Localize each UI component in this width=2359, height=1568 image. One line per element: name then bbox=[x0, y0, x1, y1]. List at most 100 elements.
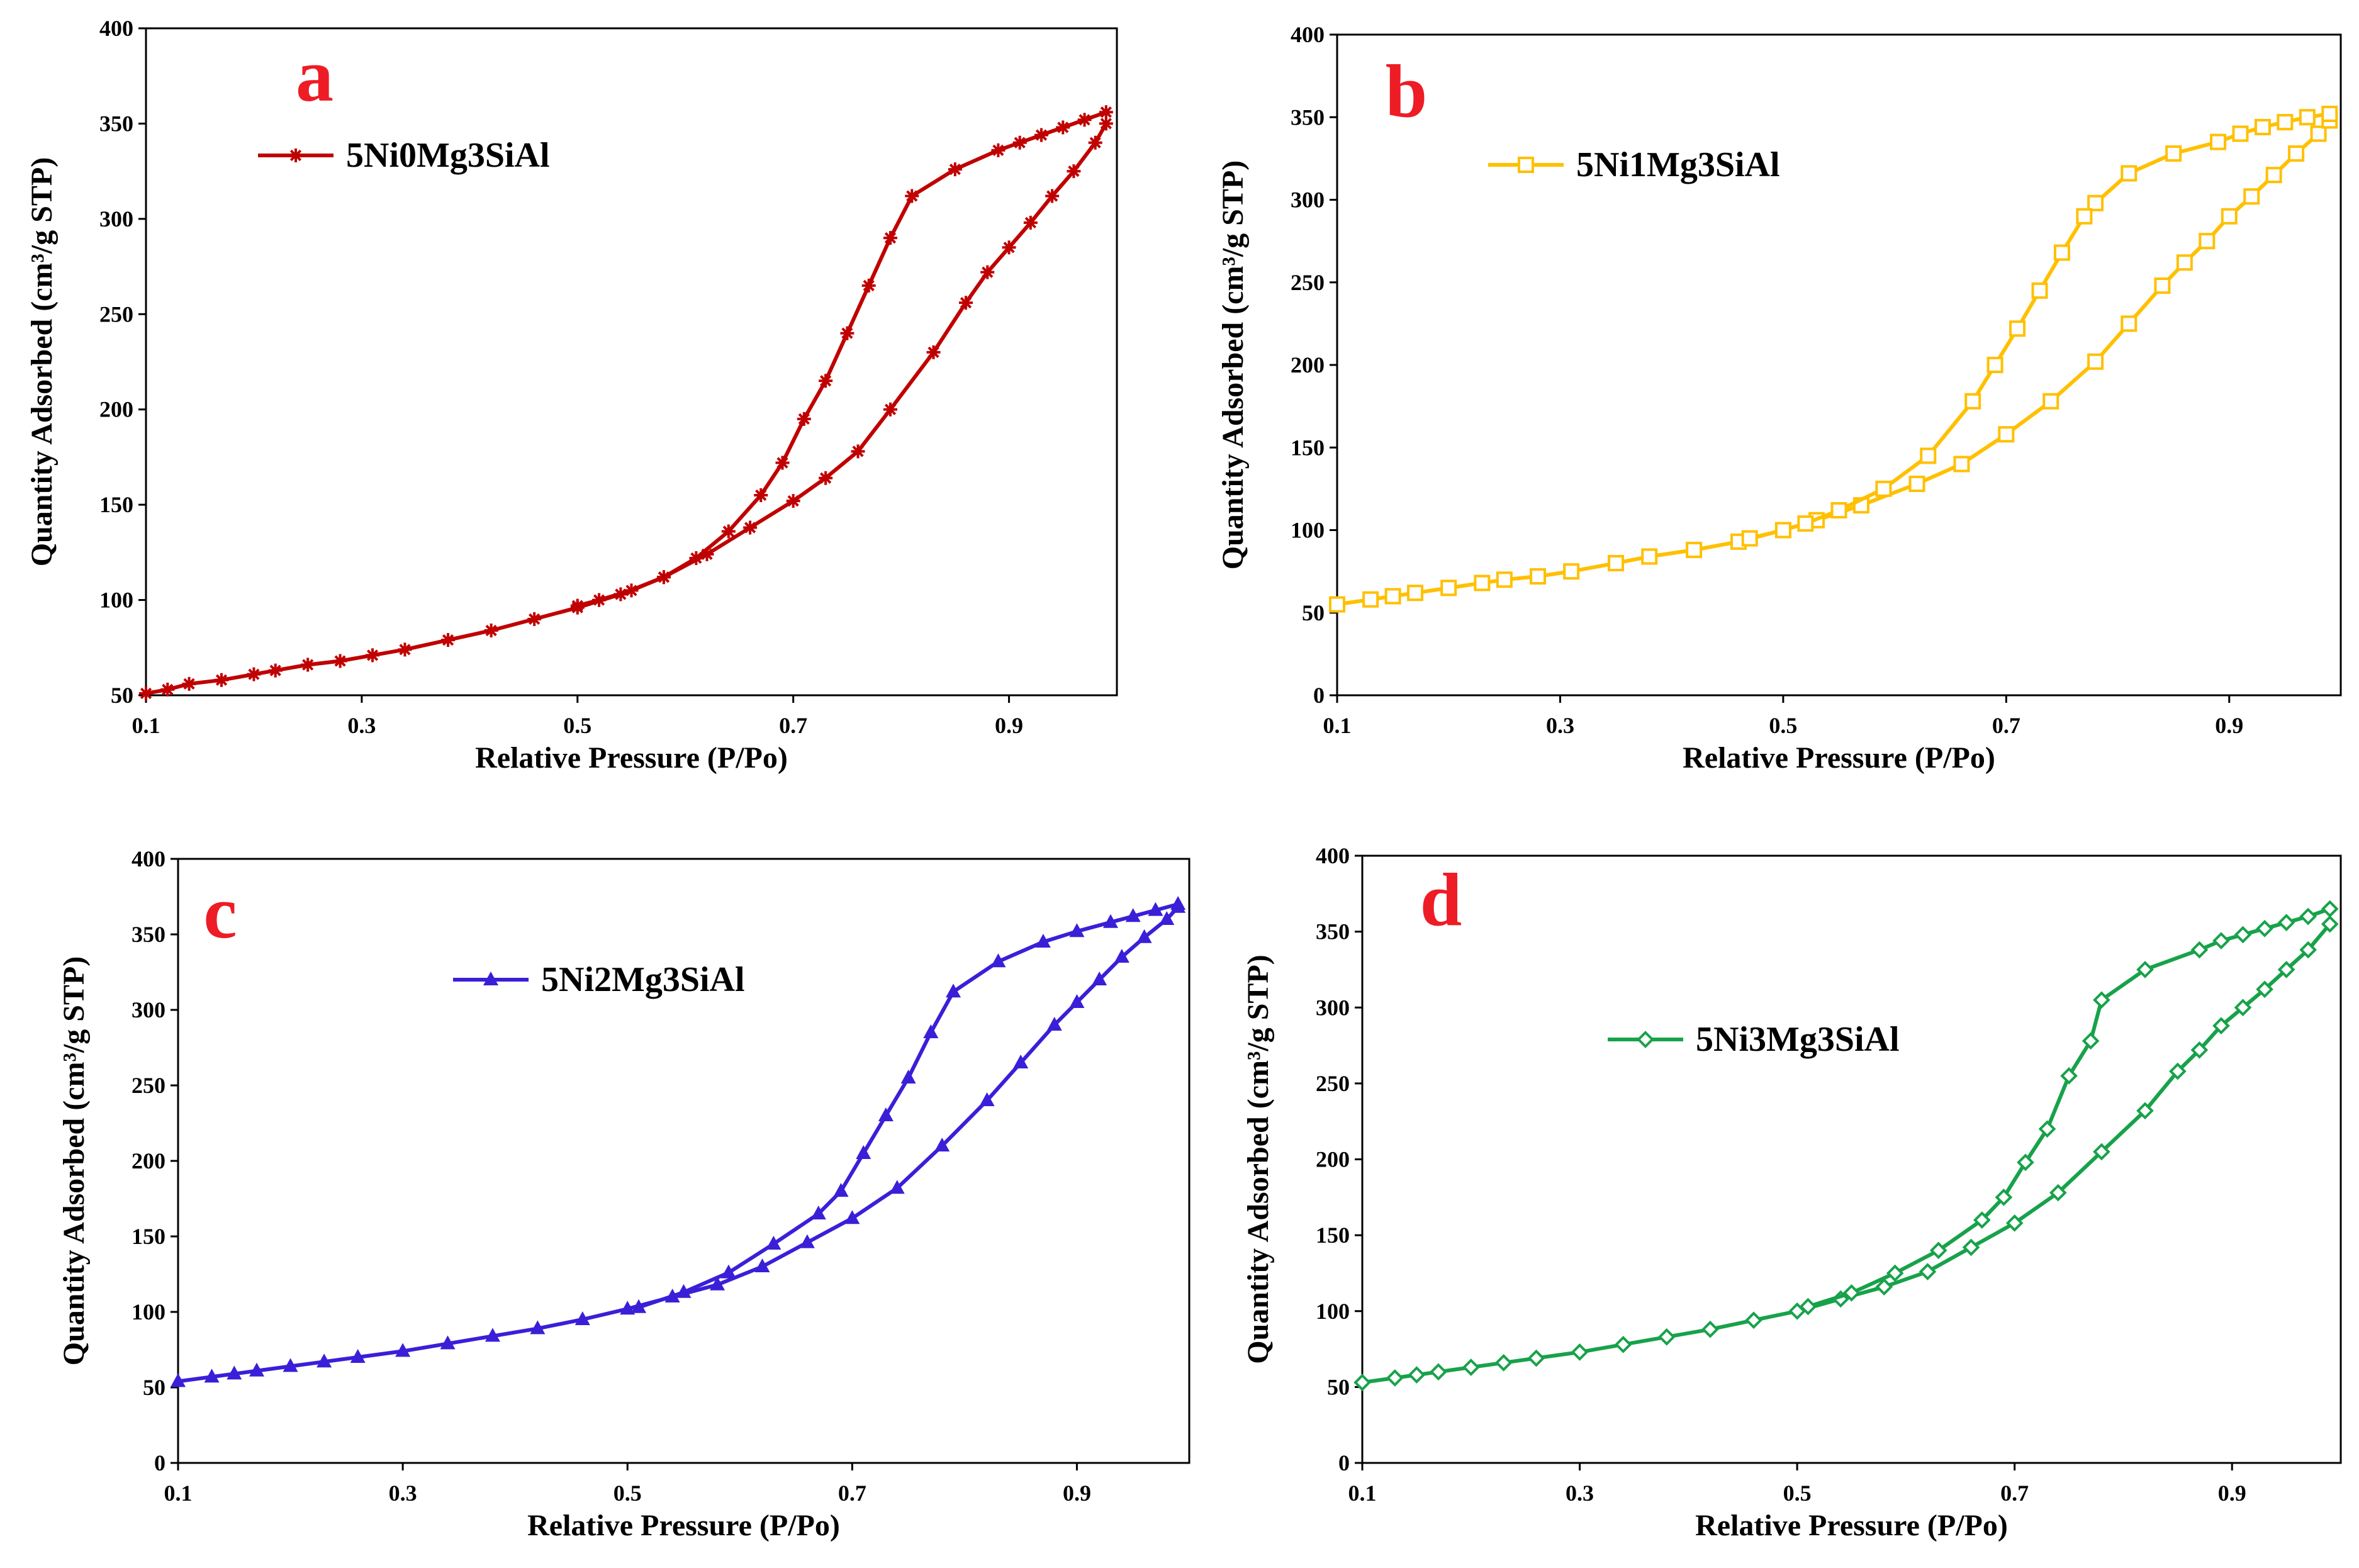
data-point-desorption bbox=[1148, 902, 1163, 916]
data-point-desorption bbox=[856, 1145, 871, 1159]
data-point-adsorption bbox=[366, 648, 380, 663]
data-point-desorption bbox=[721, 524, 736, 539]
data-point-desorption bbox=[1920, 447, 1937, 464]
data-point-desorption bbox=[948, 162, 962, 177]
data-point-adsorption bbox=[1329, 596, 1345, 613]
data-point-adsorption bbox=[786, 494, 800, 508]
chart-panel-c: 0 50 100 150 200 250 300 350 400 0.1 0.3 0.5 0.7 0.9 R… bbox=[57, 846, 1191, 1542]
data-point-adsorption bbox=[889, 1180, 905, 1194]
x-tick-label: 0.3 bbox=[389, 1481, 417, 1506]
x-axis-title: Relative Pressure (P/Po) bbox=[475, 741, 788, 775]
data-point-desorption bbox=[1886, 1264, 1904, 1282]
x-tick-label: 0.9 bbox=[1063, 1481, 1091, 1506]
data-point-adsorption bbox=[1563, 563, 1580, 580]
data-point-adsorption bbox=[440, 1335, 456, 1350]
data-point-adsorption bbox=[2042, 393, 2059, 410]
data-point-adsorption bbox=[1530, 568, 1546, 585]
data-point-adsorption bbox=[1002, 240, 1016, 255]
data-point-desorption bbox=[946, 983, 961, 998]
data-point-desorption bbox=[1830, 502, 1847, 518]
data-point-desorption bbox=[2009, 320, 2026, 337]
data-point-desorption bbox=[2190, 941, 2209, 959]
data-point-desorption bbox=[2321, 900, 2339, 918]
data-point-adsorption bbox=[350, 1349, 366, 1363]
data-point-adsorption bbox=[1099, 116, 1113, 131]
data-point-desorption bbox=[2254, 119, 2271, 135]
data-point-adsorption bbox=[743, 520, 758, 535]
x-axis-title: Relative Pressure (P/Po) bbox=[1683, 741, 1995, 775]
data-point-adsorption bbox=[1023, 215, 1038, 230]
data-point-adsorption bbox=[1474, 574, 1491, 591]
data-point-adsorption bbox=[1353, 1374, 1371, 1391]
data-point-desorption bbox=[2087, 194, 2104, 211]
data-point-adsorption bbox=[1875, 1278, 1893, 1296]
data-point-adsorption bbox=[530, 1320, 546, 1335]
y-tick-label: 150 bbox=[1291, 435, 1325, 460]
y-tick-label: 100 bbox=[132, 1299, 165, 1324]
y-tick-label: 300 bbox=[1291, 188, 1325, 213]
data-point-desorption bbox=[1986, 357, 2003, 373]
data-point-adsorption bbox=[700, 547, 714, 561]
data-point-desorption bbox=[2232, 125, 2249, 142]
data-point-adsorption bbox=[204, 1369, 220, 1383]
plot-frame bbox=[1336, 33, 2342, 697]
data-point-desorption bbox=[766, 1236, 782, 1250]
data-point-desorption bbox=[2299, 109, 2316, 126]
data-point-desorption bbox=[656, 570, 671, 585]
x-tick-label: 0.9 bbox=[995, 713, 1023, 738]
data-point-desorption bbox=[1170, 896, 1186, 910]
data-point-desorption bbox=[1995, 1188, 2013, 1206]
data-point-desorption bbox=[624, 583, 639, 598]
data-point-adsorption bbox=[1092, 972, 1107, 985]
data-point-adsorption bbox=[1408, 1366, 1426, 1384]
data-point-adsorption bbox=[1701, 1320, 1719, 1338]
data-point-desorption bbox=[840, 326, 855, 340]
x-tick-label: 0.1 bbox=[1348, 1481, 1377, 1506]
x-tick-label: 0.1 bbox=[164, 1481, 193, 1506]
data-point-adsorption bbox=[1527, 1349, 1545, 1367]
data-point-adsorption bbox=[1998, 426, 2015, 443]
data-point-adsorption bbox=[1745, 1311, 1762, 1330]
data-point-desorption bbox=[1741, 530, 1758, 547]
y-tick-label: 50 bbox=[111, 683, 133, 708]
data-point-adsorption bbox=[1362, 591, 1379, 608]
data-point-desorption bbox=[883, 231, 897, 245]
data-point-adsorption bbox=[1069, 994, 1085, 1008]
legend-marker bbox=[289, 148, 303, 162]
x-tick-label: 0.3 bbox=[1566, 1481, 1594, 1506]
data-point-desorption bbox=[689, 551, 703, 565]
data-point-adsorption bbox=[2093, 1143, 2110, 1161]
x-tick-label: 0.1 bbox=[132, 713, 160, 738]
legend-marker bbox=[1518, 157, 1534, 173]
data-point-desorption bbox=[1799, 1297, 1817, 1316]
data-point-adsorption bbox=[1407, 585, 1424, 602]
data-point-desorption bbox=[592, 593, 607, 607]
y-tick-label: 150 bbox=[99, 492, 133, 517]
series-line-desorption bbox=[1807, 907, 2331, 1309]
y-tick-label: 400 bbox=[99, 16, 133, 41]
y-tick-label: 350 bbox=[1291, 104, 1325, 130]
x-tick-label: 0.5 bbox=[1769, 713, 1797, 738]
data-point-adsorption bbox=[1614, 1335, 1632, 1353]
x-tick-label: 0.5 bbox=[563, 713, 591, 738]
data-point-desorption bbox=[775, 456, 790, 470]
data-point-desorption bbox=[2277, 914, 2295, 931]
data-point-adsorption bbox=[1962, 1238, 1980, 1257]
legend-label: 5Ni2Mg3SiAl bbox=[541, 960, 745, 999]
data-point-desorption bbox=[2210, 133, 2227, 150]
data-point-adsorption bbox=[1136, 929, 1152, 943]
y-tick-label: 250 bbox=[132, 1073, 165, 1098]
data-point-adsorption bbox=[1608, 555, 1625, 571]
data-point-adsorption bbox=[1919, 1263, 1937, 1280]
data-point-desorption bbox=[2076, 208, 2093, 225]
panel-letter: d bbox=[1420, 858, 1462, 941]
data-point-adsorption bbox=[2277, 961, 2295, 978]
data-point-desorption bbox=[1964, 393, 1981, 410]
data-point-desorption bbox=[2017, 1153, 2034, 1172]
data-point-adsorption bbox=[2234, 999, 2252, 1017]
data-point-desorption bbox=[2136, 961, 2154, 978]
data-point-desorption bbox=[720, 1264, 736, 1279]
x-tick-label: 0.3 bbox=[1546, 713, 1574, 738]
data-point-adsorption bbox=[2154, 277, 2171, 294]
data-point-desorption bbox=[991, 143, 1006, 157]
